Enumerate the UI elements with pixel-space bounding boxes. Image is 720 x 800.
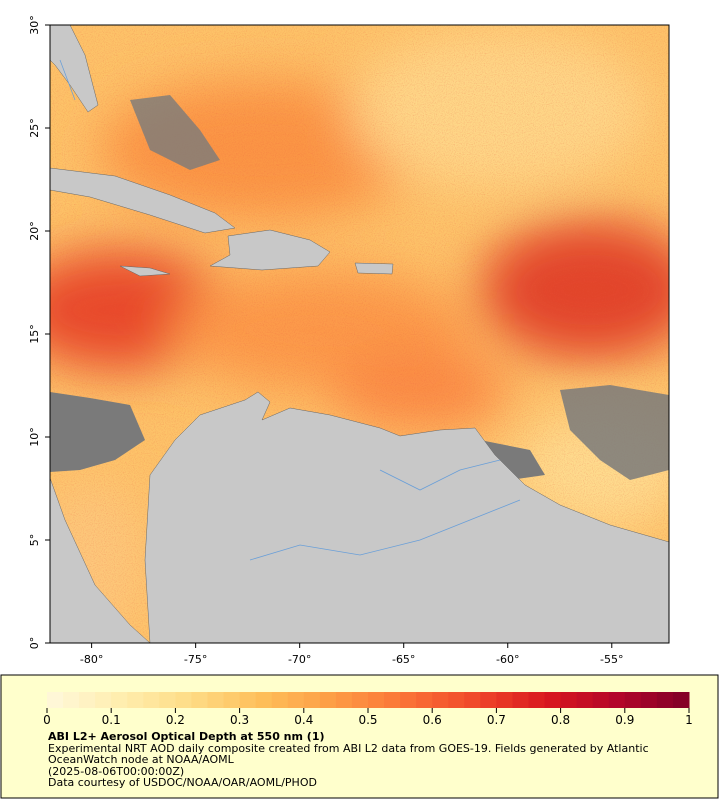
- colorbar-swatch: [255, 692, 273, 708]
- x-tick-label: -70°: [288, 653, 311, 666]
- colorbar-swatch: [624, 692, 642, 708]
- x-tick-label: -80°: [80, 653, 103, 666]
- colorbar-swatch: [287, 692, 305, 708]
- colorbar-swatch: [47, 692, 64, 708]
- colorbar-swatch: [111, 692, 128, 708]
- colorbar-swatch: [159, 692, 176, 708]
- y-tick-label: 0°: [28, 637, 41, 650]
- colorbar-swatch: [544, 692, 562, 708]
- colorbar-tick-label: 0.9: [615, 713, 634, 727]
- colorbar: 0 0.1 0.2 0.3 0.4 0.5 0.6 0.7 0.8 0.9 1: [43, 692, 693, 727]
- colorbar-tick-label: 1: [685, 713, 693, 727]
- colorbar-swatch: [608, 692, 626, 708]
- colorbar-swatch: [143, 692, 160, 708]
- colorbar-swatch: [191, 692, 208, 708]
- caption: ABI L2+ Aerosol Optical Depth at 550 nm …: [48, 731, 688, 789]
- y-tick-label: 25°: [28, 118, 41, 138]
- colorbar-swatch: [592, 692, 610, 708]
- colorbar-tick-label: 0.4: [294, 713, 313, 727]
- colorbar-swatch: [576, 692, 594, 708]
- caption-timestamp: (2025-08-06T00:00:00Z): [48, 764, 185, 778]
- caption-description: Experimental NRT AOD daily composite cre…: [48, 741, 649, 767]
- caption-credit: Data courtesy of USDOC/NOAA/OAR/AOML/PHO…: [48, 776, 317, 790]
- colorbar-tick-label: 0.5: [358, 713, 377, 727]
- colorbar-tick-label: 0: [43, 713, 51, 727]
- colorbar-swatch: [480, 692, 497, 708]
- colorbar-swatch: [672, 692, 690, 708]
- colorbar-swatch: [496, 692, 513, 708]
- colorbar-swatch: [368, 692, 385, 708]
- rivers: [59, 59, 521, 561]
- colorbar-swatch: [127, 692, 144, 708]
- colorbar-swatch: [207, 692, 225, 708]
- colorbar-swatch: [303, 692, 321, 708]
- y-tick-label: 15°: [28, 324, 41, 344]
- y-tick-label: 5°: [28, 534, 41, 547]
- colorbar-tick-label: 0.6: [423, 713, 442, 727]
- colorbar-swatch: [464, 692, 481, 708]
- colorbar-swatch: [384, 692, 401, 708]
- colorbar-swatch: [239, 692, 257, 708]
- caption-title: ABI L2+ Aerosol Optical Depth at 550 nm …: [48, 730, 325, 743]
- colorbar-tick-label: 0.2: [166, 713, 185, 727]
- colorbar-swatch: [656, 692, 674, 708]
- y-tick-label: 20°: [28, 221, 41, 241]
- x-tick-label: -65°: [392, 653, 415, 666]
- colorbar-swatch: [528, 692, 546, 708]
- colorbar-tick-label: 0.7: [487, 713, 506, 727]
- colorbar-swatch: [512, 692, 529, 708]
- map-area: [50, 25, 669, 643]
- colorbar-swatch: [416, 692, 433, 708]
- x-tick-label: -60°: [496, 653, 519, 666]
- no-data: [50, 95, 669, 643]
- land: [50, 25, 669, 643]
- colorbar-swatch: [271, 692, 289, 708]
- colorbar-swatch: [448, 692, 465, 708]
- colorbar-swatch: [95, 692, 112, 708]
- colorbar-swatch: [400, 692, 417, 708]
- colorbar-swatch: [432, 692, 449, 708]
- colorbar-swatch: [640, 692, 658, 708]
- colorbar-swatch: [351, 692, 369, 708]
- y-tick-label: 10°: [28, 427, 41, 447]
- colorbar-swatch: [335, 692, 353, 708]
- colorbar-swatch: [63, 692, 80, 708]
- colorbar-swatch: [223, 692, 241, 708]
- y-tick-label: 30°: [28, 15, 41, 35]
- colorbar-tick-label: 0.8: [551, 713, 570, 727]
- colorbar-swatch: [319, 692, 337, 708]
- colorbar-swatch: [175, 692, 192, 708]
- colorbar-swatch: [560, 692, 578, 708]
- colorbar-swatch: [79, 692, 96, 708]
- colorbar-tick-label: 0.1: [102, 713, 121, 727]
- colorbar-tick-label: 0.3: [230, 713, 249, 727]
- x-tick-label: -55°: [600, 653, 623, 666]
- x-tick-label: -75°: [184, 653, 207, 666]
